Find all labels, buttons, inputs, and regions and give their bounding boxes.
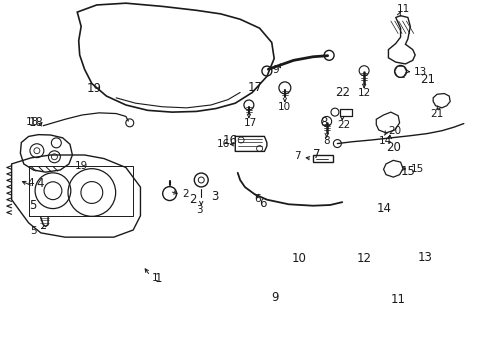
Text: 22: 22 xyxy=(338,120,351,130)
Text: 16: 16 xyxy=(223,134,238,147)
Text: 8: 8 xyxy=(320,116,328,129)
Text: 18: 18 xyxy=(28,116,44,129)
Text: 7: 7 xyxy=(294,151,301,161)
Text: 4: 4 xyxy=(36,177,44,190)
Text: 2: 2 xyxy=(189,193,196,206)
Text: 2: 2 xyxy=(182,189,189,199)
Text: 13: 13 xyxy=(414,67,427,77)
Text: 4: 4 xyxy=(27,178,34,188)
Text: 19: 19 xyxy=(75,161,88,171)
Text: 1: 1 xyxy=(155,272,163,285)
Bar xyxy=(313,155,333,162)
Text: 15: 15 xyxy=(401,165,416,177)
Text: 17: 17 xyxy=(247,81,263,94)
Text: 6: 6 xyxy=(260,197,267,210)
Text: 11: 11 xyxy=(397,4,410,14)
Text: 18: 18 xyxy=(26,117,40,127)
Text: 6: 6 xyxy=(255,194,261,204)
Text: 21: 21 xyxy=(420,73,435,86)
Text: 5: 5 xyxy=(28,198,36,212)
Text: 3: 3 xyxy=(211,190,219,203)
Text: 5: 5 xyxy=(30,226,37,236)
Text: 21: 21 xyxy=(430,109,443,119)
Text: 7: 7 xyxy=(313,148,320,162)
Text: 12: 12 xyxy=(358,88,371,98)
Text: 3: 3 xyxy=(196,205,203,215)
Text: 16: 16 xyxy=(217,139,230,149)
Text: 15: 15 xyxy=(410,163,423,174)
Text: 1: 1 xyxy=(151,273,158,283)
Text: 13: 13 xyxy=(417,251,433,264)
Text: 14: 14 xyxy=(376,202,392,215)
Text: 12: 12 xyxy=(357,252,372,265)
Text: 9: 9 xyxy=(272,291,279,305)
Text: 20: 20 xyxy=(388,126,401,136)
Text: 9: 9 xyxy=(273,65,279,75)
Text: 19: 19 xyxy=(87,82,102,95)
Text: 17: 17 xyxy=(244,118,257,128)
Text: 22: 22 xyxy=(335,86,350,99)
Text: 10: 10 xyxy=(278,102,291,112)
Text: 8: 8 xyxy=(323,136,330,146)
Text: 11: 11 xyxy=(391,293,406,306)
Text: 14: 14 xyxy=(379,136,392,147)
Text: 10: 10 xyxy=(291,252,306,265)
Text: 20: 20 xyxy=(386,141,401,154)
